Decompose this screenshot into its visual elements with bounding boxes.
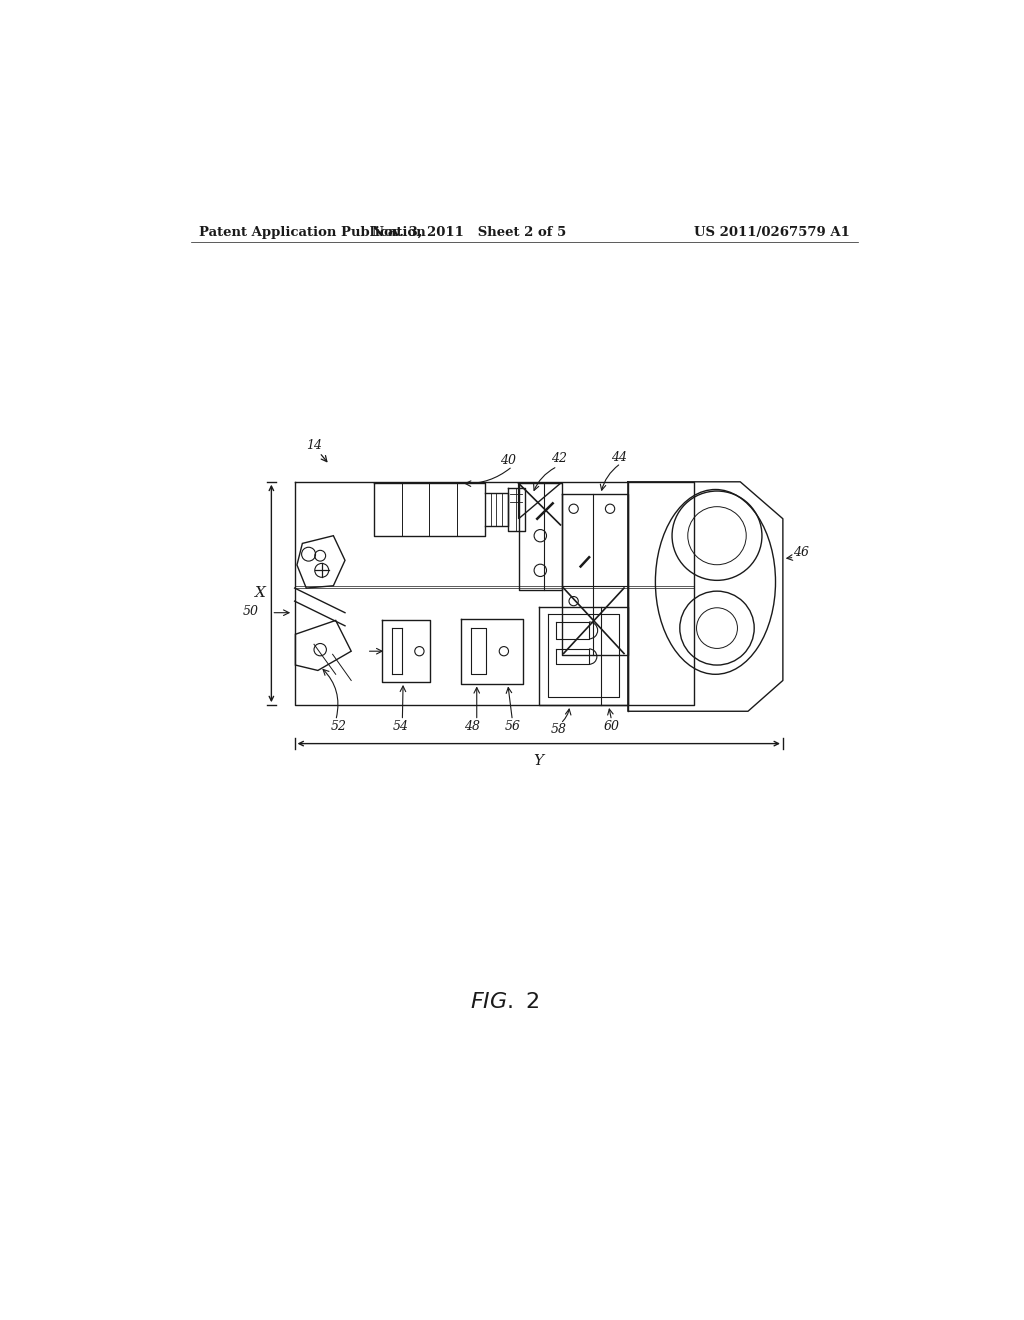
Text: 40: 40 [500,454,516,467]
Text: 60: 60 [603,721,620,733]
Text: 56: 56 [505,721,521,733]
Text: Patent Application Publication: Patent Application Publication [200,226,426,239]
Text: 44: 44 [611,450,628,463]
Text: 54: 54 [393,721,409,733]
Text: 58: 58 [551,723,567,737]
Text: 48: 48 [464,721,480,733]
Text: 46: 46 [793,546,809,560]
Text: $\mathit{FIG.\ 2}$: $\mathit{FIG.\ 2}$ [470,991,540,1012]
Text: 50: 50 [243,605,259,618]
Text: 14: 14 [306,440,323,453]
Text: US 2011/0267579 A1: US 2011/0267579 A1 [694,226,850,239]
Text: X: X [255,586,266,601]
Text: 42: 42 [551,453,567,465]
Text: Y: Y [534,754,544,767]
Text: Nov. 3, 2011   Sheet 2 of 5: Nov. 3, 2011 Sheet 2 of 5 [372,226,566,239]
Text: 52: 52 [331,721,347,733]
